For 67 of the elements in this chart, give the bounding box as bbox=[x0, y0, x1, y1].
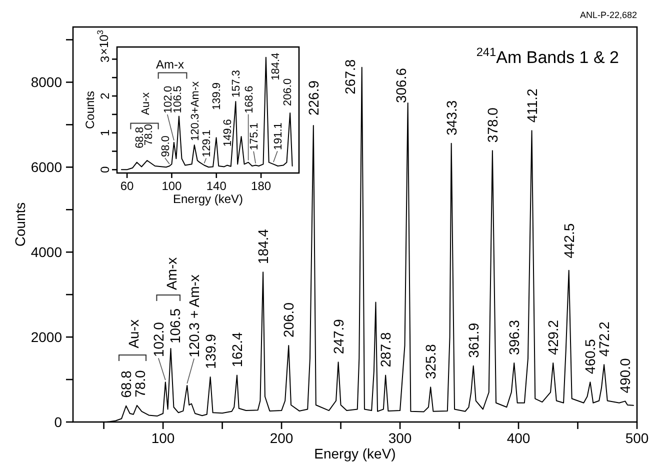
x-tick-label: 140 bbox=[206, 179, 227, 193]
annotation: 206.0 bbox=[282, 78, 294, 106]
y-tick-label: 2000 bbox=[30, 328, 62, 345]
annotation: 361.9 bbox=[465, 322, 482, 358]
annotation: 267.8 bbox=[342, 59, 358, 94]
annotation: 226.9 bbox=[305, 80, 322, 116]
annotation: 129.1 bbox=[201, 130, 214, 158]
x-tick-label: 180 bbox=[251, 179, 272, 193]
annotation: 396.3 bbox=[506, 320, 522, 355]
annotation: 184.4 bbox=[270, 52, 282, 80]
annotation: 442.5 bbox=[560, 223, 577, 258]
x-tick-label: 100 bbox=[162, 179, 182, 193]
text: ANL-P-22,682 bbox=[580, 10, 637, 20]
annotation: 168.6 bbox=[243, 86, 256, 114]
annotation: 287.8 bbox=[378, 332, 394, 368]
annotation: 120.3 + Am-x bbox=[186, 274, 202, 358]
y-tick-label: 0 bbox=[98, 166, 112, 174]
y-tick-label: 1 bbox=[98, 129, 112, 136]
x-axis-title: Energy (keV) bbox=[314, 445, 396, 462]
x-tick-label: 200 bbox=[270, 430, 294, 446]
annotation: 157.3 bbox=[230, 70, 243, 98]
y-tick-label: 6000 bbox=[30, 159, 62, 176]
annotation: Au-x bbox=[140, 92, 152, 115]
annotation: 378.0 bbox=[484, 107, 500, 143]
y-tick-label: 3 bbox=[98, 56, 112, 62]
annotation: 472.2 bbox=[596, 321, 612, 357]
annotation: 106.5 bbox=[172, 86, 184, 114]
x-tick-label: 500 bbox=[625, 430, 649, 446]
annotation: 102.0 bbox=[162, 86, 174, 114]
x-tick-label: 60 bbox=[120, 179, 134, 193]
x-tick-label: 100 bbox=[151, 430, 175, 446]
y-axis-title: Counts bbox=[83, 90, 97, 130]
annotation: Am-x bbox=[164, 257, 180, 290]
y-axis-title: Counts bbox=[12, 202, 28, 247]
annotation: 343.3 bbox=[443, 100, 460, 136]
annotation: 411.2 bbox=[524, 88, 540, 123]
y-tick-label: 2 bbox=[98, 92, 112, 100]
annotation: 175.1 bbox=[248, 122, 261, 150]
x-tick-label: 300 bbox=[388, 430, 412, 446]
annotation: 490.0 bbox=[617, 358, 634, 394]
annotation: 325.8 bbox=[422, 344, 439, 380]
annotation: 139.9 bbox=[202, 334, 218, 369]
annotation: Au-x bbox=[125, 320, 142, 348]
y-tick-label: 8000 bbox=[30, 74, 62, 90]
annotation: 120.3+Am-x bbox=[189, 80, 202, 141]
annotation: 139.9 bbox=[211, 82, 224, 110]
annotation: 460.5 bbox=[582, 338, 598, 374]
annotation: 78.0 bbox=[132, 370, 148, 398]
annotation: Am-x bbox=[156, 57, 184, 72]
y-tick-label: 0 bbox=[54, 414, 62, 430]
annotation: 429.2 bbox=[545, 320, 562, 355]
annotation: 98.0 bbox=[160, 136, 172, 157]
annotation: 106.5 bbox=[166, 308, 183, 344]
annotation: 206.0 bbox=[280, 302, 297, 338]
text: $^{241}$Am Bands 1 & 2 bbox=[476, 45, 619, 67]
annotation: 191.1 bbox=[272, 122, 284, 150]
annotation: 306.6 bbox=[392, 68, 409, 104]
annotation: 247.9 bbox=[330, 318, 346, 354]
annotation: 78.0 bbox=[143, 124, 156, 146]
x-tick-label: 400 bbox=[506, 430, 530, 446]
annotation: 184.4 bbox=[255, 228, 272, 264]
annotation: 162.4 bbox=[229, 332, 246, 368]
annotation: 102.0 bbox=[150, 322, 166, 358]
x-axis-title: Energy (keV) bbox=[172, 192, 244, 206]
annotation: 68.8 bbox=[118, 370, 134, 398]
annotation: 149.6 bbox=[222, 119, 234, 147]
y-tick-label: 4000 bbox=[30, 244, 62, 260]
